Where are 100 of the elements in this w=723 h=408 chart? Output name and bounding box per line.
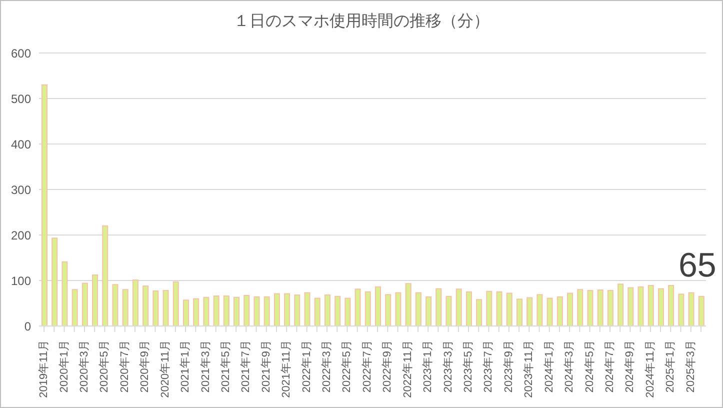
x-tick-label: 2022年1月 [300,340,313,393]
bar [324,294,330,326]
bar [334,296,341,326]
x-tick-label: 2020年3月 [78,340,90,393]
x-tick-label: 2021年5月 [220,340,232,393]
x-tick-label: 2023年9月 [502,340,515,393]
bar [607,290,614,326]
x-tick-label: 2020年1月 [58,340,70,393]
bar [52,238,58,326]
x-tick-label: 2024年11月 [644,340,656,398]
bar [254,296,260,326]
x-tick-label: 2021年7月 [240,340,252,393]
y-tick-label: 300 [10,182,32,197]
y-tick-label: 500 [10,92,32,106]
bar [304,292,310,326]
x-tick-label: 2022年11月 [402,340,414,398]
bar [244,295,250,326]
bar [668,285,674,326]
bar [213,295,220,326]
bar [577,289,584,326]
bar [446,296,452,326]
bar [112,284,118,326]
bar [587,290,594,326]
x-tick-label: 2021年11月 [280,340,293,398]
bar [385,294,392,326]
y-tick-label: 100 [10,274,32,288]
x-tick-label: 2020年9月 [139,340,152,393]
bar [172,281,179,326]
bar [42,84,48,326]
x-tick-label: 2023年11月 [523,340,536,398]
bar [203,296,210,326]
bar [132,280,138,326]
bar [698,296,704,326]
x-tick-label: 2022年7月 [361,340,374,393]
bar [597,290,604,326]
bar [264,296,270,326]
bar [567,292,574,326]
x-tick-label: 2020年5月 [98,340,111,393]
x-tick-label: 2025年3月 [684,340,697,393]
x-tick-label: 2024年1月 [543,340,556,393]
bar [436,288,442,326]
bar [395,292,402,326]
x-tick-label: 2020年7月 [118,340,131,393]
bar [102,225,108,326]
x-tick-label: 2020年11月 [159,340,172,398]
x-tick-label: 2024年5月 [584,340,596,393]
x-tick-label: 2025年1月 [664,340,677,393]
bar [536,294,543,326]
bar [72,289,78,326]
bar [223,295,230,326]
bar [152,290,159,326]
bar [294,294,300,326]
x-tick-label: 2021年9月 [260,340,272,393]
bar [274,293,280,326]
bar [426,296,432,326]
bar [375,286,381,326]
bar [122,289,128,326]
x-tick-label: 2023年5月 [462,340,475,393]
bar [314,298,320,326]
bar [456,288,462,326]
y-tick-label: 200 [10,228,32,242]
bar [92,274,98,326]
y-tick-label: 400 [10,137,32,152]
x-tick-label: 2024年7月 [604,340,616,393]
bar [648,285,654,326]
bar [182,300,189,326]
bar [618,284,624,326]
x-tick-label: 2021年1月 [180,340,192,393]
chart-title: １日のスマホ使用時間の推移（分） [232,12,490,32]
bar [234,296,240,326]
bar [546,298,553,326]
x-tick-label: 2024年9月 [624,340,636,393]
x-tick-label: 2019年11月 [38,340,50,398]
bar [142,285,149,326]
bar [516,298,522,326]
bar [638,286,644,326]
bar [526,297,533,326]
bar [415,292,422,326]
x-tick-label: 2022年3月 [321,340,334,393]
bar [556,296,563,326]
x-tick-label: 2022年5月 [341,340,354,393]
bar [162,290,169,326]
bar [678,294,684,326]
bar [405,283,412,326]
bar [628,287,634,326]
bar [688,292,694,326]
bar [354,288,361,326]
x-tick-label: 2022年9月 [382,340,394,393]
bar [344,298,351,326]
bar [496,291,502,326]
bar [62,261,68,326]
x-tick-label: 2021年3月 [200,340,212,393]
bar [658,288,664,326]
data-label: 65 [678,246,716,284]
bar [82,282,88,326]
bar [476,299,482,326]
y-tick-label: 0 [24,319,32,334]
x-tick-label: 2023年3月 [442,340,454,393]
y-tick-label: 600 [10,46,32,60]
x-tick-label: 2023年1月 [422,340,434,393]
